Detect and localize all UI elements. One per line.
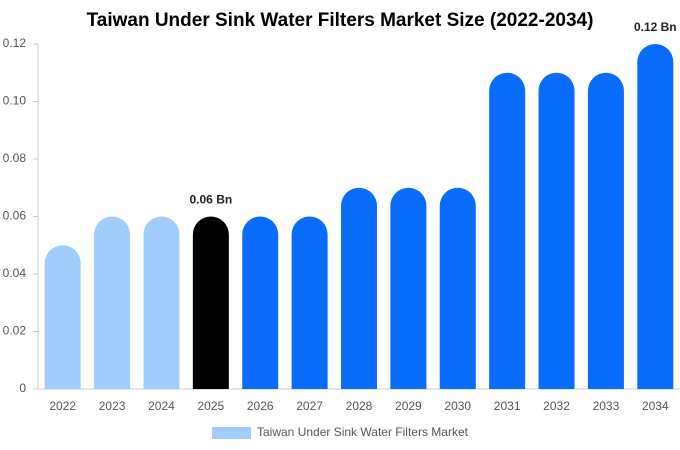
- x-tick-label: 2034: [642, 399, 669, 413]
- bar: [242, 216, 279, 389]
- x-tick-label: 2032: [543, 399, 570, 413]
- bar: [439, 187, 476, 389]
- x-tick-label: 2033: [593, 399, 620, 413]
- x-tick-label: 2024: [148, 399, 175, 413]
- x-tick-label: 2030: [444, 399, 471, 413]
- y-tick-label: 0.10: [3, 94, 27, 108]
- legend-label: Taiwan Under Sink Water Filters Market: [257, 425, 469, 439]
- bar: [489, 72, 526, 389]
- x-tick-label: 2027: [296, 399, 323, 413]
- x-tick-label: 2028: [346, 399, 373, 413]
- value-label: 0.06 Bn: [190, 193, 233, 207]
- bar: [538, 72, 575, 389]
- y-tick-label: 0.04: [3, 266, 27, 280]
- bar: [637, 44, 674, 389]
- bar: [143, 216, 180, 389]
- x-tick-label: 2025: [197, 399, 224, 413]
- bar: [587, 72, 624, 389]
- x-tick-label: 2031: [494, 399, 521, 413]
- value-label: 0.12 Bn: [634, 20, 677, 34]
- bar: [44, 245, 81, 389]
- x-tick-label: 2029: [395, 399, 422, 413]
- bar: [341, 187, 377, 389]
- y-tick-label: 0.12: [3, 36, 27, 50]
- bar: [192, 216, 229, 389]
- y-tick-label: 0: [19, 381, 26, 395]
- bar: [390, 187, 427, 389]
- legend-swatch: [212, 427, 251, 439]
- chart-title: Taiwan Under Sink Water Filters Market S…: [87, 10, 594, 31]
- y-tick-label: 0.08: [3, 151, 27, 165]
- bar: [94, 216, 131, 389]
- x-tick-label: 2026: [247, 399, 274, 413]
- y-tick-label: 0.02: [3, 324, 27, 338]
- y-tick-label: 0.06: [3, 209, 27, 223]
- x-tick-label: 2023: [99, 399, 126, 413]
- bar: [291, 216, 328, 389]
- x-tick-label: 2022: [49, 399, 76, 413]
